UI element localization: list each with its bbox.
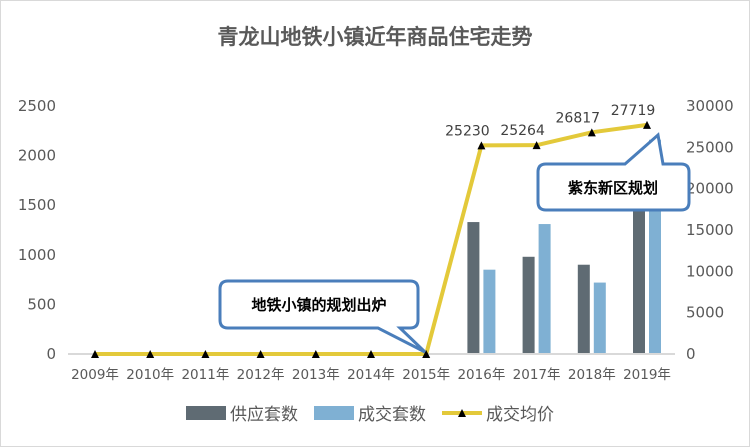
bar-sold bbox=[593, 282, 606, 354]
chart-title: 青龙山地铁小镇近年商品住宅走势 bbox=[218, 25, 533, 49]
bar-supply bbox=[522, 256, 535, 354]
callout-text: 地铁小镇的规划出炉 bbox=[251, 296, 386, 314]
price-marker bbox=[367, 350, 375, 358]
legend: 供应套数 成交套数 成交均价 bbox=[186, 405, 554, 425]
left-axis-tick: 0 bbox=[46, 345, 56, 363]
legend-marker bbox=[458, 409, 466, 417]
right-axis-tick: 25000 bbox=[686, 138, 734, 156]
left-axis-tick: 1500 bbox=[18, 196, 56, 214]
price-marker bbox=[477, 141, 486, 150]
price-marker bbox=[146, 350, 155, 358]
x-axis-tick: 2011年 bbox=[181, 367, 229, 383]
x-axis-tick: 2017年 bbox=[513, 367, 561, 383]
right-axis-tick: 20000 bbox=[686, 180, 734, 198]
left-axis-tick: 1000 bbox=[18, 246, 56, 264]
price-data-label: 27719 bbox=[611, 103, 656, 119]
price-marker bbox=[422, 350, 431, 358]
bar-supply bbox=[633, 180, 645, 354]
price-data-label: 25230 bbox=[445, 123, 490, 139]
x-axis-tick: 2016年 bbox=[457, 367, 505, 383]
legend-swatch-sold bbox=[314, 406, 354, 420]
price-marker bbox=[256, 350, 265, 358]
price-marker bbox=[91, 350, 99, 358]
bar-supply bbox=[467, 222, 480, 354]
callout-bubble bbox=[536, 132, 691, 212]
price-marker bbox=[201, 350, 210, 358]
legend-label: 供应套数 bbox=[230, 405, 298, 425]
legend-label: 成交均价 bbox=[486, 405, 554, 425]
bar-sold bbox=[538, 224, 551, 354]
x-axis-tick: 2013年 bbox=[292, 367, 340, 383]
callout-2019: 紫东新区规划 bbox=[536, 132, 691, 212]
x-axis-tick: 2015年 bbox=[402, 367, 450, 383]
x-axis-tick: 2014年 bbox=[347, 367, 395, 383]
callout-bubble bbox=[218, 279, 427, 354]
bar-sold bbox=[483, 269, 496, 354]
x-axis-tick: 2012年 bbox=[237, 367, 285, 383]
legend-swatch-supply bbox=[186, 406, 226, 420]
right-axis-tick: 30000 bbox=[686, 97, 734, 115]
bar-supply bbox=[577, 264, 590, 354]
left-axis-tick: 2000 bbox=[18, 147, 56, 165]
price-marker bbox=[311, 350, 320, 358]
x-axis-tick: 2019年 bbox=[623, 367, 671, 383]
callout-text: 紫东新区规划 bbox=[568, 179, 658, 197]
x-axis-tick: 2009年 bbox=[71, 367, 119, 383]
right-axis-tick: 15000 bbox=[686, 221, 734, 239]
callout-2015: 地铁小镇的规划出炉 bbox=[218, 279, 427, 354]
left-axis-tick: 2500 bbox=[18, 97, 56, 115]
price-marker bbox=[532, 141, 541, 150]
price-data-label: 26817 bbox=[556, 110, 601, 126]
price-marker bbox=[587, 128, 596, 137]
right-axis-tick: 5000 bbox=[686, 304, 724, 322]
right-axis-tick: 0 bbox=[686, 345, 696, 363]
x-axis-tick: 2018年 bbox=[568, 367, 616, 383]
price-data-label: 25264 bbox=[500, 123, 545, 139]
price-marker bbox=[643, 120, 651, 129]
left-axis-tick: 500 bbox=[27, 295, 56, 313]
x-axis-tick: 2010年 bbox=[126, 367, 174, 383]
right-axis-tick: 10000 bbox=[686, 262, 734, 280]
legend-label: 成交套数 bbox=[358, 405, 426, 425]
